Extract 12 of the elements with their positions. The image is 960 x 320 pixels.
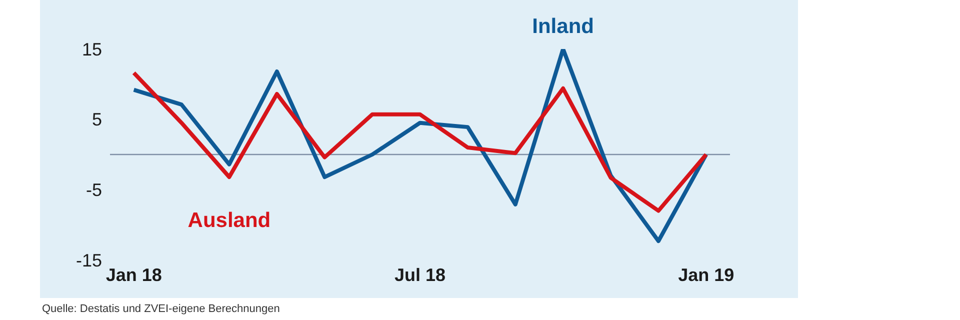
series-label: Inland — [532, 15, 594, 38]
x-tick-label: Jul 18 — [394, 264, 446, 285]
y-tick-label: -5 — [86, 180, 102, 200]
y-tick-label: 15 — [82, 39, 102, 60]
line-series — [132, 49, 708, 244]
line-series — [132, 70, 708, 213]
source-note: Quelle: Destatis und ZVEI-eigene Berechnungen — [42, 303, 280, 315]
text: Ausland — [188, 209, 271, 232]
y-tick-label: 5 — [92, 110, 102, 130]
x-tick-label: Jan 19 — [678, 264, 734, 285]
y-tick-label: -15 — [76, 250, 102, 270]
x-tick-label: Jan 18 — [106, 264, 162, 285]
